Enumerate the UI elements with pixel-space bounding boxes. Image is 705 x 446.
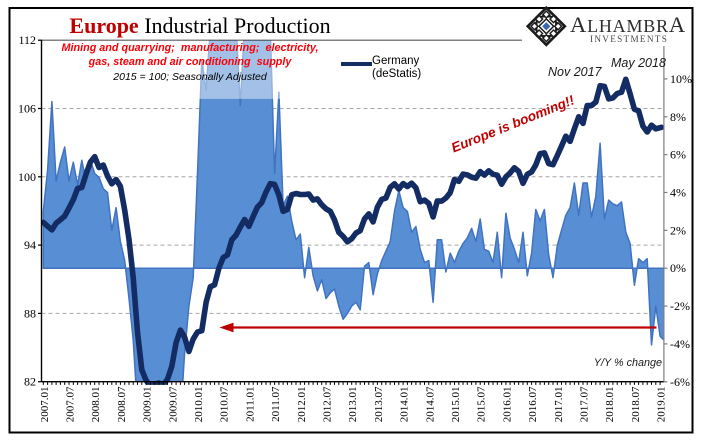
svg-text:2014.07: 2014.07 bbox=[424, 386, 436, 422]
svg-text:6%: 6% bbox=[670, 148, 686, 162]
svg-text:2015.01: 2015.01 bbox=[450, 387, 462, 423]
svg-text:2013.01: 2013.01 bbox=[347, 387, 359, 423]
svg-text:112: 112 bbox=[18, 33, 36, 47]
svg-text:10%: 10% bbox=[670, 72, 692, 86]
svg-text:2012.01: 2012.01 bbox=[296, 387, 308, 423]
svg-text:2010.07: 2010.07 bbox=[219, 386, 231, 422]
svg-text:2008.01: 2008.01 bbox=[90, 387, 102, 423]
svg-text:100: 100 bbox=[18, 170, 36, 184]
svg-text:2017.07: 2017.07 bbox=[579, 386, 591, 422]
svg-text:2009.07: 2009.07 bbox=[167, 386, 179, 422]
svg-text:2009.01: 2009.01 bbox=[142, 387, 154, 423]
svg-text:106: 106 bbox=[18, 102, 36, 116]
svg-text:2%: 2% bbox=[670, 223, 686, 237]
svg-text:2010.01: 2010.01 bbox=[193, 387, 205, 423]
svg-text:2011.01: 2011.01 bbox=[244, 387, 256, 422]
svg-text:2016.07: 2016.07 bbox=[527, 386, 539, 422]
svg-text:8%: 8% bbox=[670, 110, 686, 124]
svg-text:2018.01: 2018.01 bbox=[604, 387, 616, 423]
svg-text:-4%: -4% bbox=[670, 337, 690, 351]
svg-text:2016.01: 2016.01 bbox=[501, 387, 513, 423]
svg-text:2008.07: 2008.07 bbox=[116, 386, 128, 422]
svg-text:4%: 4% bbox=[670, 186, 686, 200]
svg-text:-6%: -6% bbox=[670, 375, 690, 389]
svg-text:88: 88 bbox=[24, 306, 36, 320]
svg-text:82: 82 bbox=[24, 375, 36, 389]
svg-text:2019.01: 2019.01 bbox=[656, 387, 668, 423]
svg-text:2007.01: 2007.01 bbox=[39, 387, 51, 423]
svg-text:-2%: -2% bbox=[670, 299, 690, 313]
svg-text:94: 94 bbox=[24, 238, 36, 252]
svg-text:2012.07: 2012.07 bbox=[322, 386, 334, 422]
svg-text:2011.07: 2011.07 bbox=[270, 386, 282, 422]
svg-text:0%: 0% bbox=[670, 261, 686, 275]
svg-text:2015.07: 2015.07 bbox=[476, 386, 488, 422]
svg-text:2013.07: 2013.07 bbox=[373, 386, 385, 422]
svg-text:2017.01: 2017.01 bbox=[553, 387, 565, 423]
svg-text:2007.07: 2007.07 bbox=[65, 386, 77, 422]
svg-text:2018.07: 2018.07 bbox=[630, 386, 642, 422]
svg-text:2014.01: 2014.01 bbox=[399, 387, 411, 423]
